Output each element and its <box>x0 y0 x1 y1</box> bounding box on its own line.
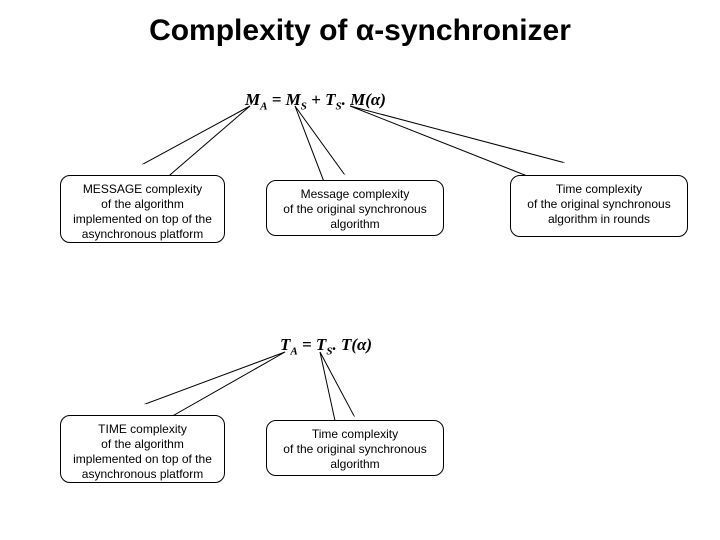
callout-time-complexity-rounds: Time complexityof the original synchrono… <box>510 175 688 237</box>
formula-message: MA = MS + TS. M(α) <box>245 90 386 112</box>
slide-title: Complexity of α-synchronizer <box>0 14 720 48</box>
formula-time: TA = TS. T(α) <box>280 335 372 357</box>
callout-message-complexity-sync: Message complexityof the original synchr… <box>266 180 444 236</box>
callout-message-complexity-async: MESSAGE complexityof the algorithmimplem… <box>60 175 225 243</box>
callout-time-complexity-sync: Time complexityof the original synchrono… <box>266 420 444 476</box>
callout-time-complexity-async: TIME complexityof the algorithmimplement… <box>60 415 225 483</box>
